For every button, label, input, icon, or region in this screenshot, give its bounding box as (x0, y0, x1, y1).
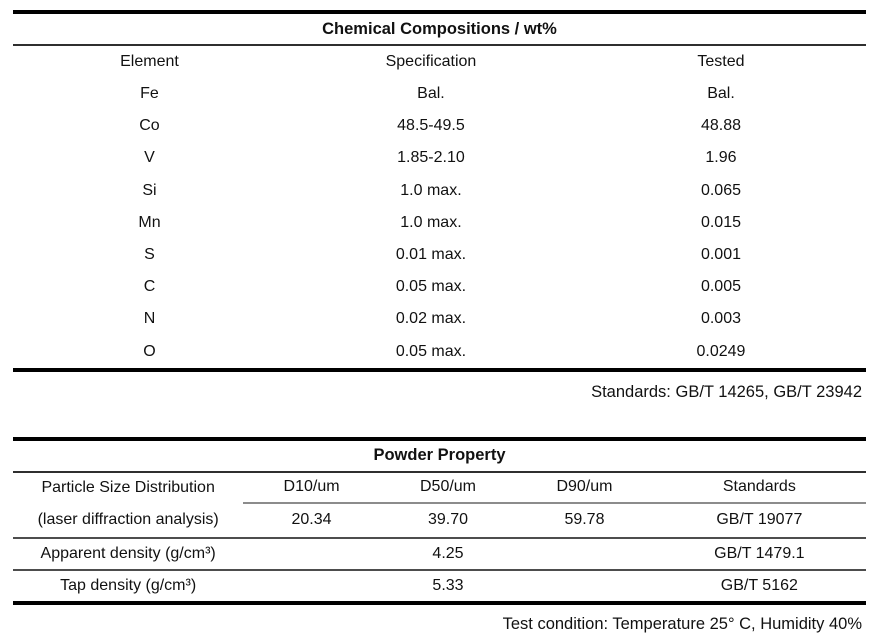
particle-size-label-line2: (laser diffraction analysis) (37, 511, 219, 529)
column-header-element: Element (120, 52, 179, 70)
test-condition-note: Test condition: Temperature 25° C, Humid… (502, 614, 862, 633)
cell-specification: 1.85-2.10 (397, 149, 465, 167)
cell-element: Co (139, 117, 160, 135)
cell-element: O (143, 342, 156, 360)
table-row: Fe Bal. Bal. (13, 78, 866, 110)
chemical-compositions-table: Chemical Compositions / wt% Element Spec… (13, 10, 866, 372)
cell-specification: 0.05 max. (395, 342, 467, 360)
tap-density-label: Tap density (g/cm³) (60, 576, 197, 594)
column-header-standards: Standards (652, 471, 866, 504)
certificate-document: Chemical Compositions / wt% Element Spec… (13, 10, 866, 634)
table-row: S 0.01 max. 0.001 (13, 239, 866, 271)
chemical-standards-note: Standards: GB/T 14265, GB/T 23942 (591, 382, 862, 401)
cell-element: Si (142, 181, 157, 199)
particle-size-label: Particle Size Distribution (laser diffra… (13, 471, 244, 539)
column-header-d10: D10/um (243, 471, 380, 504)
cell-tested: 0.015 (700, 213, 741, 231)
table-row: C 0.05 max. 0.005 (13, 271, 866, 303)
table-title-row: Chemical Compositions / wt% (13, 12, 866, 46)
table-row: Mn 1.0 max. 0.015 (13, 207, 866, 239)
apparent-density-standard: GB/T 1479.1 (652, 537, 866, 571)
tap-density-standard: GB/T 5162 (720, 576, 798, 594)
cell-tested: 0.065 (700, 181, 741, 199)
table-row: V 1.85-2.10 1.96 (13, 143, 866, 175)
table-row: Co 48.5-49.5 48.88 (13, 110, 866, 142)
apparent-density-value: 4.25 (243, 537, 653, 571)
cell-element: S (144, 246, 155, 264)
cell-specification: 0.01 max. (395, 246, 467, 264)
table-row: O 0.05 max. 0.0249 (13, 336, 866, 370)
cell-element: C (143, 278, 156, 296)
cell-specification: 1.0 max. (400, 181, 462, 199)
chemical-table-title: Chemical Compositions / wt% (13, 12, 866, 46)
cell-tested: Bal. (707, 85, 735, 103)
apparent-density-row: Apparent density (g/cm³) 4.25 GB/T 1479.… (13, 537, 866, 571)
cell-tested: 0.001 (700, 246, 741, 264)
cell-specification: 48.5-49.5 (397, 117, 465, 135)
cell-d10-value: 20.34 (243, 502, 380, 539)
table-header-row: Element Specification Tested (13, 45, 866, 78)
cell-specification: Bal. (417, 85, 445, 103)
powder-property-table: Powder Property Particle Size Distributi… (13, 436, 866, 605)
cell-element: Mn (138, 213, 161, 231)
cell-element: Fe (140, 85, 159, 103)
cell-specification: 1.0 max. (400, 213, 462, 231)
cell-psd-standard: GB/T 19077 (652, 502, 866, 539)
particle-size-values-row: 20.34 39.70 59.78 GB/T 19077 (13, 502, 866, 539)
cell-element: V (144, 149, 155, 167)
cell-d90-value: 59.78 (516, 502, 653, 539)
cell-d50-value: 39.70 (379, 502, 517, 539)
cell-element: N (143, 310, 156, 328)
column-header-d90: D90/um (516, 471, 653, 504)
column-header-specification: Specification (385, 52, 477, 70)
cell-tested: 0.005 (700, 278, 741, 296)
cell-tested: 48.88 (700, 117, 741, 135)
cell-tested: 0.0249 (696, 342, 746, 360)
tap-density-row: Tap density (g/cm³) 5.33 GB/T 5162 (13, 570, 866, 603)
particle-size-header-row: Particle Size Distribution (laser diffra… (13, 471, 866, 539)
apparent-density-label: Apparent density (g/cm³) (13, 537, 244, 571)
cell-tested: 0.003 (700, 310, 741, 328)
particle-size-label-line1: Particle Size Distribution (41, 479, 215, 497)
cell-specification: 0.02 max. (395, 310, 467, 328)
table-title-row: Powder Property (13, 438, 866, 473)
column-header-d50: D50/um (379, 471, 517, 504)
table-row: Si 1.0 max. 0.065 (13, 175, 866, 207)
cell-tested: 1.96 (705, 149, 737, 167)
column-header-tested: Tested (697, 52, 745, 70)
powder-table-title: Powder Property (13, 438, 866, 473)
table-row: N 0.02 max. 0.003 (13, 304, 866, 336)
tap-density-value: 5.33 (432, 576, 464, 594)
cell-specification: 0.05 max. (395, 278, 467, 296)
